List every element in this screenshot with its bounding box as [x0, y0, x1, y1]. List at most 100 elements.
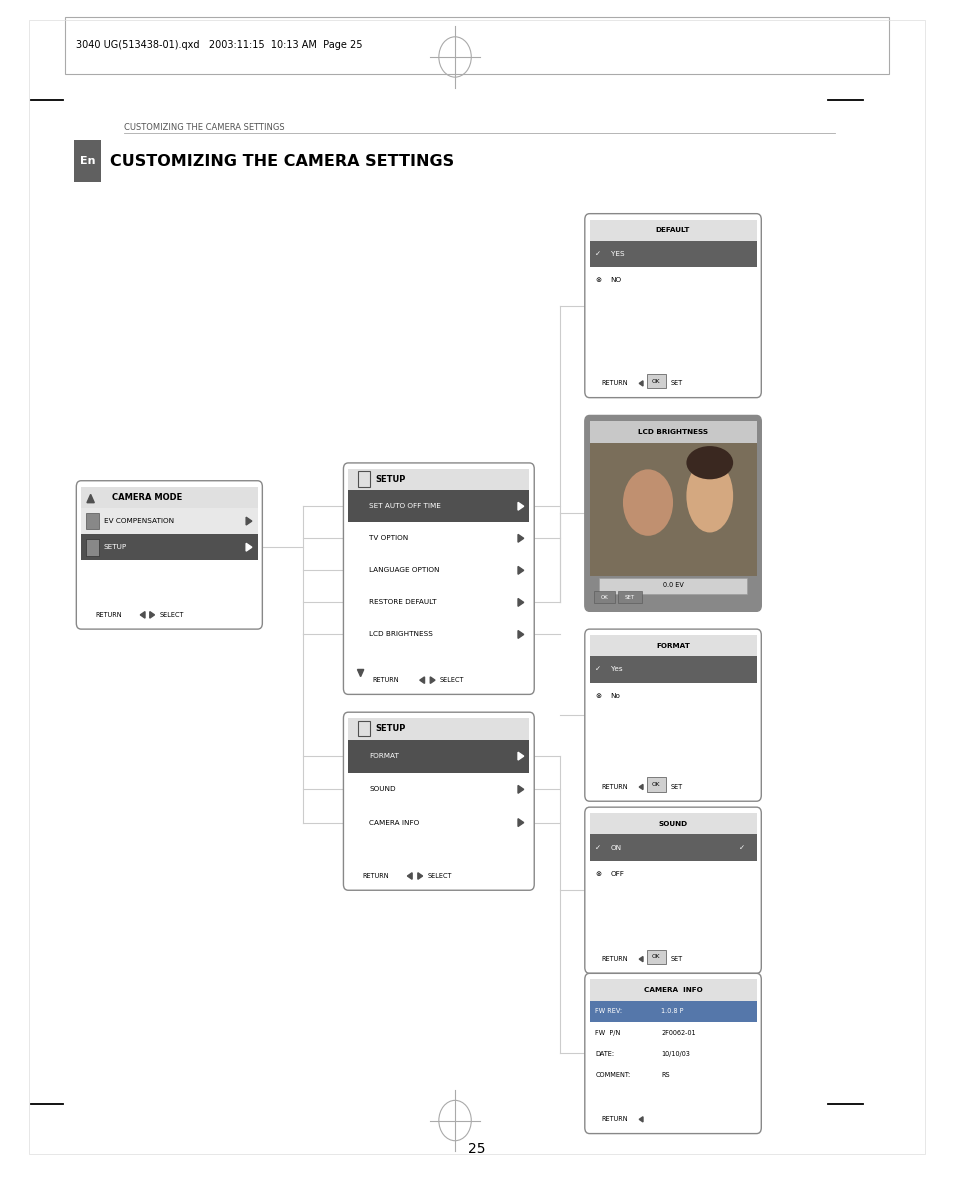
Bar	[589, 979, 756, 1001]
Bar	[589, 1043, 756, 1065]
Text: SET: SET	[624, 595, 634, 599]
Text: ✓: ✓	[595, 250, 600, 258]
Text: SETUP: SETUP	[375, 475, 405, 484]
Polygon shape	[639, 785, 642, 789]
Text: FORMAT: FORMAT	[369, 753, 398, 760]
Bar	[589, 834, 756, 861]
Text: SELECT: SELECT	[439, 677, 464, 684]
Text: SET AUTO OFF TIME: SET AUTO OFF TIME	[369, 503, 440, 509]
Text: RETURN: RETURN	[600, 1116, 627, 1123]
Text: ⊗: ⊗	[595, 692, 600, 699]
Bar	[348, 718, 529, 740]
Bar	[598, 578, 746, 594]
Text: DEFAULT: DEFAULT	[655, 227, 690, 234]
Text: ✓: ✓	[595, 844, 600, 851]
Text: YES: YES	[610, 250, 623, 258]
Polygon shape	[150, 611, 154, 618]
Ellipse shape	[622, 469, 672, 535]
Polygon shape	[517, 502, 523, 510]
Text: CAMERA  INFO: CAMERA INFO	[643, 986, 701, 994]
Bar	[589, 813, 756, 834]
Text: SET: SET	[670, 380, 682, 387]
FancyBboxPatch shape	[76, 481, 262, 629]
Bar	[589, 220, 756, 241]
Text: SETUP: SETUP	[375, 724, 405, 734]
Bar	[348, 740, 529, 773]
Bar	[81, 487, 257, 508]
Text: 2F0062-01: 2F0062-01	[660, 1029, 695, 1036]
Text: 10/10/03: 10/10/03	[660, 1050, 689, 1058]
Text: 0.0 EV: 0.0 EV	[662, 582, 682, 589]
Text: ✓: ✓	[595, 666, 600, 673]
FancyBboxPatch shape	[584, 415, 760, 611]
Text: CUSTOMIZING THE CAMERA SETTINGS: CUSTOMIZING THE CAMERA SETTINGS	[110, 154, 454, 169]
Bar	[589, 656, 756, 683]
Bar	[589, 635, 756, 656]
Bar	[348, 806, 529, 839]
Text: FW  P/N: FW P/N	[595, 1029, 620, 1036]
FancyBboxPatch shape	[343, 712, 534, 890]
Bar	[357, 721, 370, 736]
Text: No: No	[610, 692, 619, 699]
FancyBboxPatch shape	[584, 973, 760, 1134]
Bar	[348, 469, 529, 490]
Text: ⊗: ⊗	[595, 870, 600, 877]
Polygon shape	[419, 677, 424, 684]
Bar	[81, 534, 257, 560]
Text: SOUND: SOUND	[658, 820, 687, 827]
Bar	[86, 513, 99, 529]
Text: OK: OK	[652, 782, 659, 787]
Bar	[618, 591, 641, 603]
Text: RS: RS	[660, 1072, 669, 1079]
Text: SOUND: SOUND	[369, 786, 395, 793]
Text: RETURN: RETURN	[372, 677, 398, 684]
Bar	[589, 267, 756, 293]
Polygon shape	[407, 872, 412, 880]
FancyBboxPatch shape	[584, 629, 760, 801]
Bar	[589, 683, 756, 709]
Bar	[357, 471, 370, 487]
Bar	[348, 773, 529, 806]
Text: NO: NO	[610, 277, 621, 284]
Bar	[646, 374, 665, 388]
Text: CUSTOMIZING THE CAMERA SETTINGS: CUSTOMIZING THE CAMERA SETTINGS	[124, 122, 284, 132]
Text: SETUP: SETUP	[104, 544, 127, 551]
Polygon shape	[517, 566, 523, 575]
Bar	[348, 586, 529, 618]
Polygon shape	[430, 677, 435, 684]
Polygon shape	[87, 495, 94, 503]
Polygon shape	[639, 381, 642, 386]
Text: OK: OK	[600, 595, 608, 599]
Text: En: En	[80, 157, 95, 166]
Ellipse shape	[685, 446, 733, 480]
Bar	[348, 522, 529, 554]
Ellipse shape	[685, 459, 733, 533]
Polygon shape	[639, 957, 642, 961]
Bar	[86, 539, 99, 556]
Bar	[589, 861, 756, 887]
Polygon shape	[357, 669, 363, 677]
Bar	[348, 618, 529, 650]
Bar	[589, 421, 756, 443]
Bar	[589, 241, 756, 267]
Text: TV OPTION: TV OPTION	[369, 535, 408, 541]
Polygon shape	[417, 872, 422, 880]
Polygon shape	[246, 544, 252, 551]
Text: CAMERA MODE: CAMERA MODE	[112, 493, 182, 502]
Text: EV COMPENSATION: EV COMPENSATION	[104, 518, 174, 525]
Polygon shape	[517, 786, 523, 793]
Bar	[594, 591, 615, 603]
Text: RETURN: RETURN	[600, 956, 627, 963]
Bar	[589, 443, 756, 576]
Text: Yes: Yes	[610, 666, 621, 673]
Bar	[348, 554, 529, 586]
Text: LCD BRIGHTNESS: LCD BRIGHTNESS	[638, 429, 707, 436]
Text: CAMERA INFO: CAMERA INFO	[369, 819, 419, 826]
Text: DATE:: DATE:	[595, 1050, 614, 1058]
Bar	[589, 1065, 756, 1086]
Text: RETURN: RETURN	[362, 872, 389, 880]
Text: OK: OK	[652, 954, 659, 959]
FancyBboxPatch shape	[584, 807, 760, 973]
Text: SET: SET	[670, 956, 682, 963]
Text: COMMENT:: COMMENT:	[595, 1072, 630, 1079]
